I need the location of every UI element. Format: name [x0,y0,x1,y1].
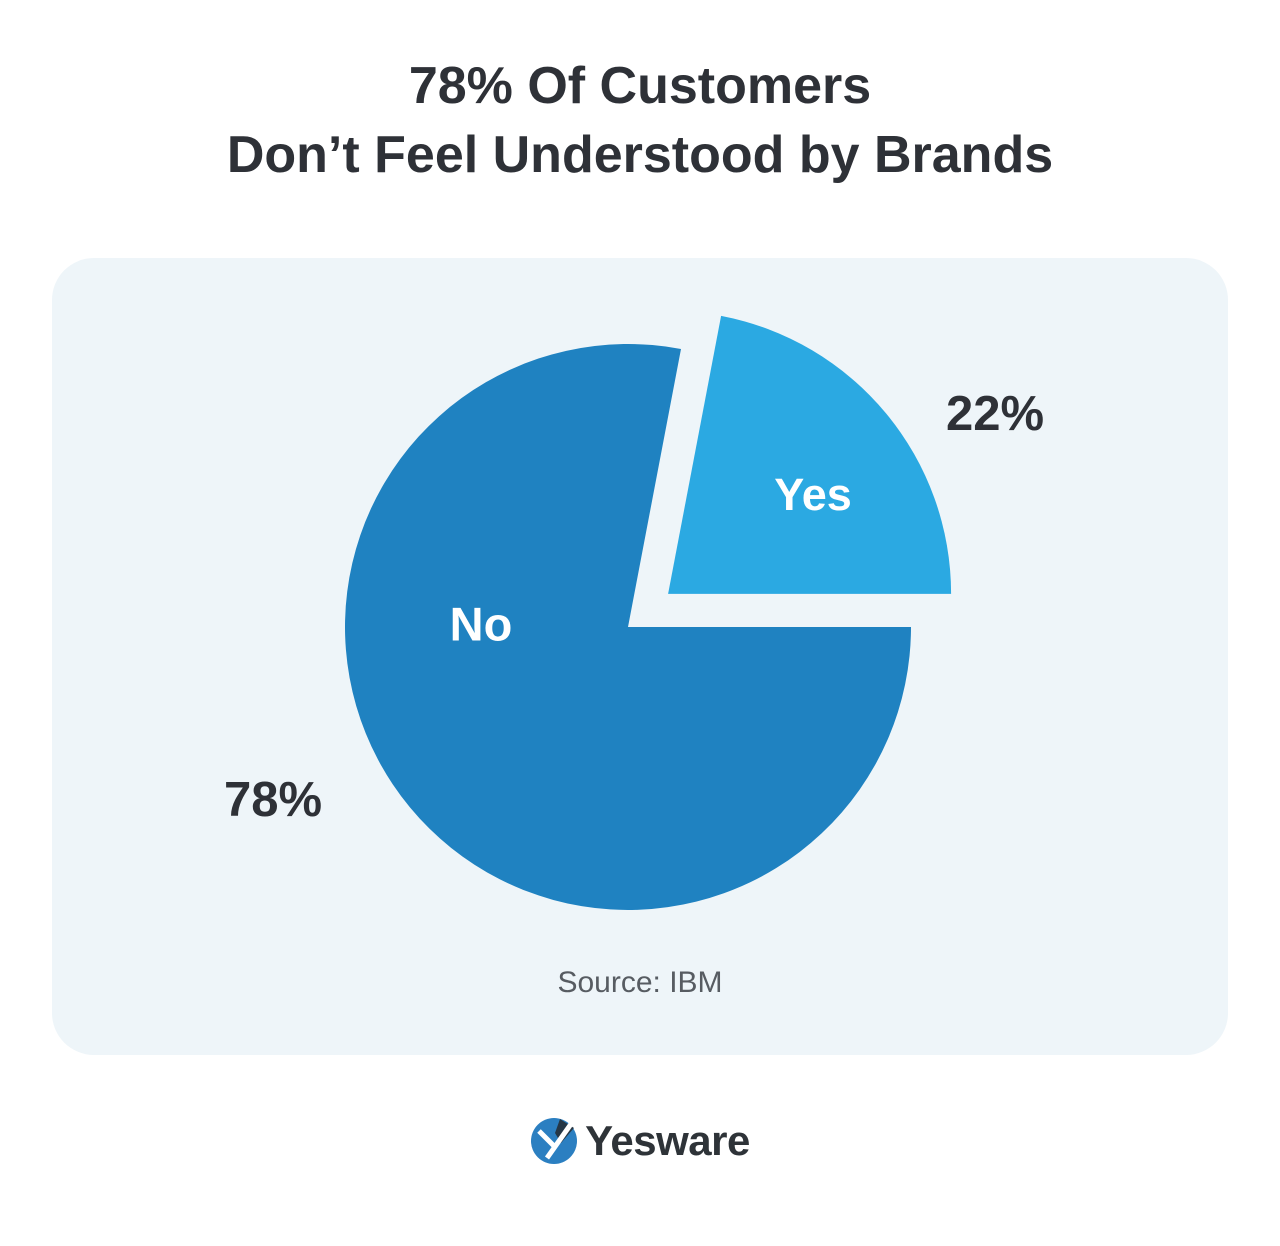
pie-value-label-yes: 22% [945,387,1045,441]
pie-slice-label-no: No [449,597,513,651]
chart-title-line1: 78% Of Customers [408,57,872,115]
pie-slice-no [345,343,911,910]
pie-slice-yes [668,315,952,594]
yesware-logo-text: Yesware [585,1117,750,1164]
chart-title-line2: Don’t Feel Understood by Brands [226,126,1054,184]
pie-slice-label-yes: Yes [774,469,852,520]
pie-chart [345,315,952,910]
pie-value-label-no: 78% [223,773,323,827]
brand-footer: Yesware [0,1116,1280,1166]
chart-title: 78% Of Customers Don’t Feel Understood b… [0,52,1280,190]
yesware-logo-icon [531,1118,578,1164]
source-attribution: Source: IBM [557,966,723,999]
